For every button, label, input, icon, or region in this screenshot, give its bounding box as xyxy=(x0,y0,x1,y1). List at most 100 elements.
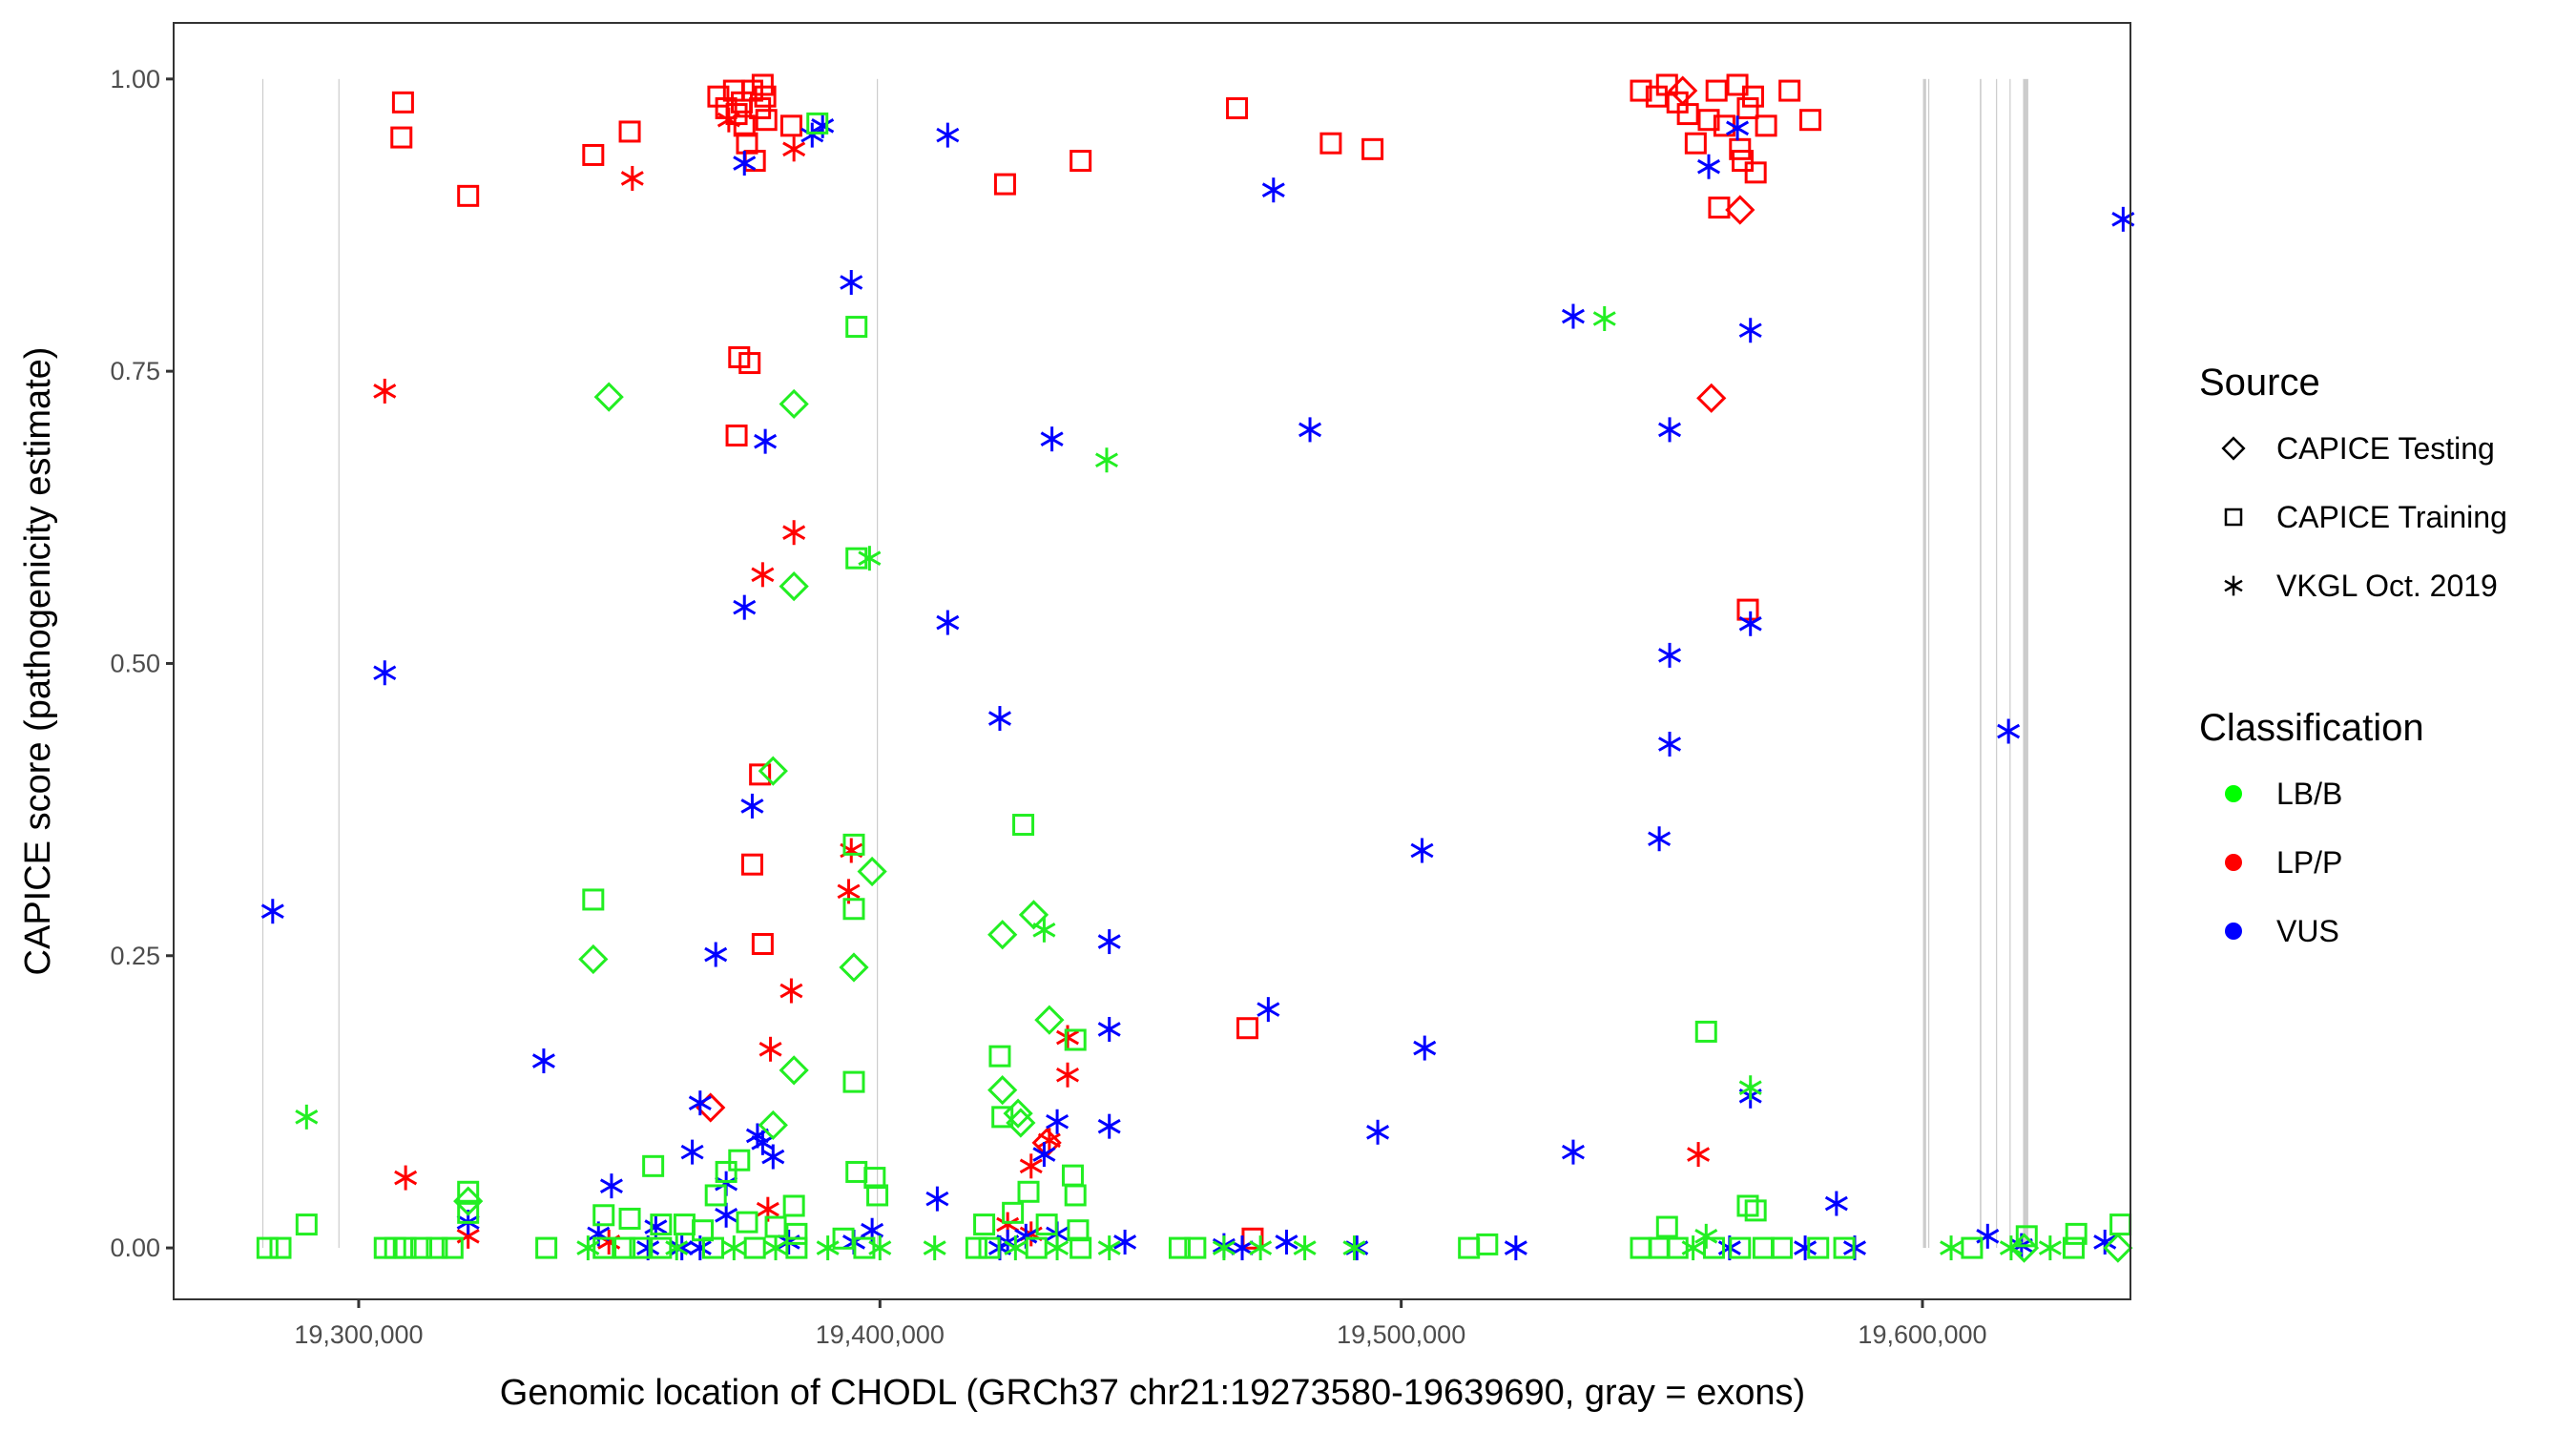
data-point xyxy=(1997,718,2021,744)
data-point xyxy=(1726,73,1749,96)
data-point xyxy=(578,944,609,975)
data-point xyxy=(715,1202,738,1228)
data-point xyxy=(1668,75,1698,106)
data-point xyxy=(728,1149,751,1172)
data-point xyxy=(1708,197,1731,219)
data-point xyxy=(1064,1028,1087,1051)
data-point xyxy=(618,120,641,143)
data-point xyxy=(740,853,763,876)
data-point xyxy=(673,1213,696,1236)
exon-line xyxy=(1996,78,1998,1249)
data-point xyxy=(1257,997,1280,1023)
legend-class-label-2: VUS xyxy=(2276,914,2339,948)
x-axis-title: Genomic location of CHODL (GRCh37 chr21:… xyxy=(500,1373,1805,1413)
x-axis: 19,300,000 19,400,000 19,500,000 19,600,000 xyxy=(294,1299,1987,1349)
data-point xyxy=(1231,1235,1255,1261)
data-point xyxy=(782,136,806,162)
exon-line xyxy=(338,78,340,1249)
data-point xyxy=(256,1236,279,1259)
data-point xyxy=(751,73,774,96)
data-point xyxy=(736,132,758,155)
x-tick-label: 19,600,000 xyxy=(1858,1320,1986,1349)
data-point xyxy=(1681,1235,1705,1261)
data-point xyxy=(1055,1025,1079,1050)
data-point xyxy=(2038,1235,2062,1261)
data-point xyxy=(295,1104,319,1130)
legend-key-dot xyxy=(2225,923,2242,940)
data-point xyxy=(785,1236,808,1259)
data-point xyxy=(816,1235,840,1261)
data-point xyxy=(1725,195,1755,225)
data-point xyxy=(1561,303,1585,329)
data-point xyxy=(1319,132,1342,155)
data-point xyxy=(1738,611,1762,636)
data-point xyxy=(1476,1233,1499,1255)
data-point xyxy=(707,85,730,108)
exon-line xyxy=(1928,78,1930,1249)
legend-key-dot xyxy=(2225,785,2242,802)
data-point xyxy=(782,1194,805,1217)
data-point xyxy=(2062,1236,2085,1259)
data-point xyxy=(832,1227,855,1250)
data-point xyxy=(295,1213,318,1236)
data-point xyxy=(394,1236,417,1259)
data-point xyxy=(1261,177,1285,203)
data-point xyxy=(1705,79,1728,102)
data-point xyxy=(1032,917,1056,943)
data-point xyxy=(2103,1233,2133,1263)
data-point xyxy=(1736,598,1759,621)
data-point xyxy=(1684,132,1707,155)
data-point xyxy=(1824,1191,1848,1216)
data-point xyxy=(1726,115,1750,141)
data-point xyxy=(1961,1236,1984,1259)
data-point xyxy=(1212,1235,1236,1261)
exon-line xyxy=(1922,78,1926,1249)
data-point xyxy=(1019,1153,1043,1179)
data-point xyxy=(845,547,868,570)
data-point xyxy=(1666,1236,1689,1259)
data-point xyxy=(599,1173,623,1199)
data-point xyxy=(751,562,775,588)
legend-source-label-2: VKGL Oct. 2019 xyxy=(2276,569,2498,603)
data-point xyxy=(758,756,788,786)
data-point xyxy=(761,1144,785,1170)
data-point xyxy=(1342,1235,1366,1261)
data-point xyxy=(2008,1233,2040,1263)
data-point xyxy=(1738,318,1762,343)
data-point xyxy=(1037,1128,1061,1153)
legend-key-asterisk xyxy=(2224,575,2243,596)
data-point xyxy=(1655,1215,1678,1238)
data-point xyxy=(1694,1223,1718,1249)
data-point xyxy=(842,833,865,856)
data-point xyxy=(1807,1236,1830,1259)
data-point xyxy=(779,114,802,137)
data-point xyxy=(1676,103,1699,126)
data-point xyxy=(733,151,757,176)
data-point xyxy=(1504,1235,1527,1261)
data-point xyxy=(391,91,414,114)
data-point xyxy=(1298,417,1322,443)
data-point xyxy=(1752,1236,1775,1259)
data-point xyxy=(1694,1020,1717,1043)
data-point xyxy=(733,594,757,620)
data-point xyxy=(1094,447,1118,473)
data-point xyxy=(1736,96,1759,119)
legend-source-keys xyxy=(2221,436,2246,596)
data-point xyxy=(1002,1201,1025,1224)
data-point xyxy=(1236,1017,1258,1040)
data-point xyxy=(373,660,397,686)
data-point xyxy=(779,978,803,1004)
legend-classification-title: Classification xyxy=(2199,707,2424,749)
data-point xyxy=(1070,150,1092,173)
data-point xyxy=(764,1235,788,1261)
data-point xyxy=(1658,642,1682,668)
data-point xyxy=(738,352,761,375)
data-point xyxy=(1012,814,1035,837)
data-point xyxy=(535,1236,558,1259)
legend-key-diamond xyxy=(2221,436,2246,461)
data-point xyxy=(842,1070,865,1093)
x-tick-label: 19,300,000 xyxy=(294,1320,423,1349)
data-point xyxy=(758,1036,782,1062)
data-point xyxy=(779,570,809,602)
